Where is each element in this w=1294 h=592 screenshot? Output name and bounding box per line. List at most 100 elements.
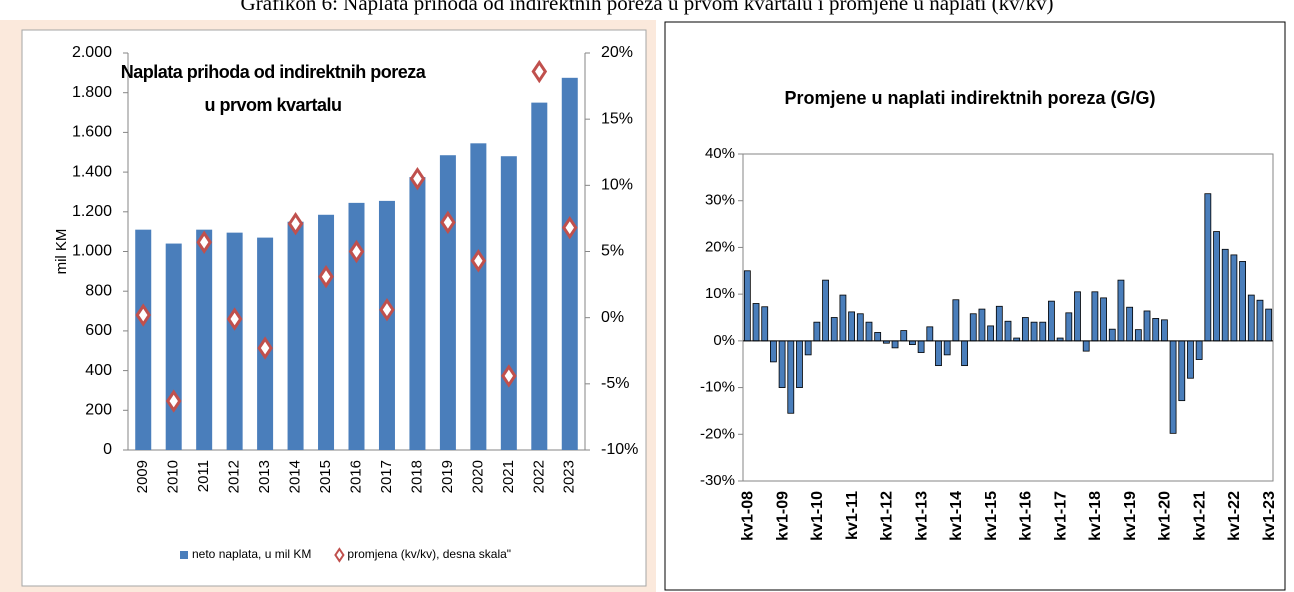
bar [531, 102, 548, 450]
bar [1082, 340, 1090, 352]
bar [1160, 319, 1168, 342]
bar [1143, 310, 1151, 342]
right-chart-area [664, 21, 1286, 591]
bar [752, 303, 760, 342]
legend-label: promjena (kv/kv), desna skala" [347, 547, 511, 561]
bar [1204, 193, 1212, 342]
marker [440, 210, 456, 235]
marker [531, 59, 548, 84]
bar [909, 340, 916, 345]
bar [439, 155, 456, 451]
bar [952, 299, 960, 342]
bar [1030, 321, 1038, 342]
x-tick-label: 2021 [500, 460, 517, 493]
bar [804, 340, 812, 356]
bar [1256, 299, 1264, 342]
marker [196, 230, 212, 254]
x-tick-label: kv1-18 [1087, 491, 1104, 541]
bar [813, 321, 821, 342]
bar [917, 340, 925, 353]
marker [135, 303, 152, 327]
bar [978, 308, 986, 342]
legend-swatch [334, 547, 345, 563]
bar [1178, 340, 1186, 402]
plot-border [742, 153, 1274, 482]
y-tick-label: -20% [700, 425, 735, 442]
bar [935, 340, 942, 367]
x-tick-label: 2015 [317, 460, 334, 493]
x-tick-label: kv1-19 [1122, 491, 1139, 541]
x-tick-label: 2016 [347, 460, 364, 493]
x-tick-label: 2014 [287, 460, 304, 493]
bar [830, 317, 838, 342]
bar [287, 221, 304, 450]
marker [379, 298, 395, 322]
marker [287, 212, 304, 236]
bar [778, 340, 786, 388]
chart-title: Promjene u naplati indirektnih poreza (G… [784, 88, 1156, 108]
y-tick-label: 800 [85, 282, 112, 299]
bar [865, 321, 873, 342]
y-tick-label: 200 [85, 402, 112, 419]
x-tick-label: kv1-12 [879, 491, 896, 541]
bar [1152, 318, 1160, 342]
y-tick-label: 1.600 [72, 124, 112, 141]
y-tick-label: 5% [601, 243, 624, 260]
bar [761, 306, 769, 342]
y-tick-label: -5% [601, 375, 629, 392]
bar [1195, 340, 1203, 360]
bar [165, 243, 182, 450]
y-tick-label: -10% [700, 379, 735, 396]
marker [165, 389, 182, 413]
bar [891, 340, 899, 349]
bar [500, 156, 517, 450]
bar [409, 177, 426, 450]
bar [995, 305, 1003, 342]
bar [378, 200, 395, 450]
bar [770, 340, 777, 363]
x-tick-label: kv1-21 [1191, 491, 1208, 541]
bar [1091, 291, 1099, 342]
bar [196, 229, 213, 450]
y-tick-label: -30% [700, 472, 735, 489]
x-tick-label: kv1-11 [844, 491, 861, 540]
bar [839, 294, 847, 342]
bar [1169, 340, 1177, 434]
bar [1117, 279, 1125, 342]
marker [226, 307, 243, 331]
bar [318, 214, 335, 450]
y-tick-label: 600 [85, 322, 112, 339]
x-tick-label: 2012 [226, 460, 243, 493]
bar [1048, 300, 1055, 342]
bar [743, 270, 751, 342]
x-tick-label: 2019 [439, 460, 456, 493]
y-tick-label: -10% [601, 441, 638, 458]
bar [1265, 308, 1273, 342]
marker [470, 249, 487, 273]
bar [856, 313, 864, 342]
x-tick-label: kv1-09 [774, 491, 791, 541]
y-tick-label: 1.400 [72, 163, 112, 180]
bar [961, 340, 968, 367]
y-tick-label: 0 [103, 441, 112, 458]
y-tick-label: 2.000 [72, 44, 112, 61]
bar [900, 330, 908, 342]
bar [1108, 328, 1116, 342]
bar [1213, 231, 1220, 342]
page-title: Grafikon 6: Naplata prihoda od indirektn… [240, 0, 1054, 15]
x-tick-label: 2020 [469, 460, 486, 493]
bar [822, 279, 829, 342]
x-tick-label: 2017 [378, 460, 395, 493]
x-tick-label: kv1-10 [809, 491, 826, 541]
bar [1039, 321, 1047, 342]
y-tick-label: 20% [601, 44, 633, 61]
y-tick-label: 400 [85, 362, 112, 379]
x-tick-label: kv1-16 [1018, 491, 1035, 541]
y-tick-label: 0% [713, 332, 735, 349]
x-tick-label: 2023 [561, 460, 578, 493]
y-tick-label: 1.000 [72, 243, 112, 260]
bar [1004, 320, 1012, 342]
y-tick-label: 40% [705, 145, 735, 162]
bar [969, 313, 977, 342]
